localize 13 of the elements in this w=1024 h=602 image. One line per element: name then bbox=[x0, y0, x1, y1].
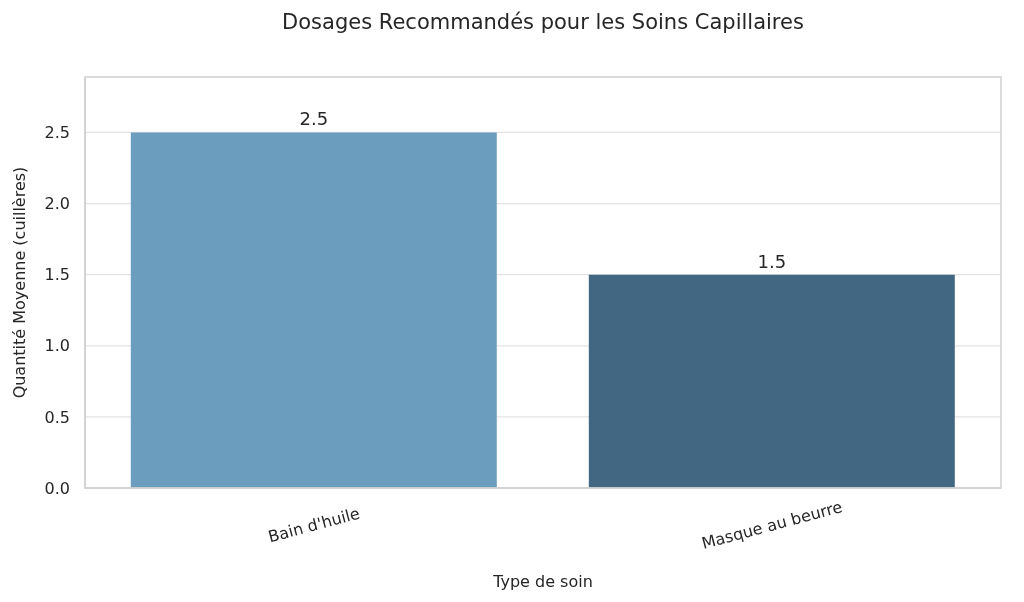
x-tick-label: Bain d'huile bbox=[266, 503, 362, 547]
y-tick-label: 1.5 bbox=[44, 265, 70, 285]
data-label: 2.5 bbox=[299, 108, 329, 130]
y-axis-title: Quantité Moyenne (cuillères) bbox=[9, 166, 29, 399]
y-tick-label: 2.0 bbox=[44, 194, 70, 214]
x-tick-label: Masque au beurre bbox=[699, 497, 845, 553]
data-label: 1.5 bbox=[757, 250, 787, 272]
y-tick-label: 0.5 bbox=[44, 407, 70, 427]
x-axis-title: Type de soin bbox=[492, 571, 593, 591]
y-tick-label: 2.5 bbox=[44, 123, 70, 143]
y-tick-label: 0.0 bbox=[44, 478, 70, 498]
y-tick-label: 1.0 bbox=[44, 336, 70, 356]
chart-title: Dosages Recommandés pour les Soins Capillaires bbox=[281, 10, 805, 34]
